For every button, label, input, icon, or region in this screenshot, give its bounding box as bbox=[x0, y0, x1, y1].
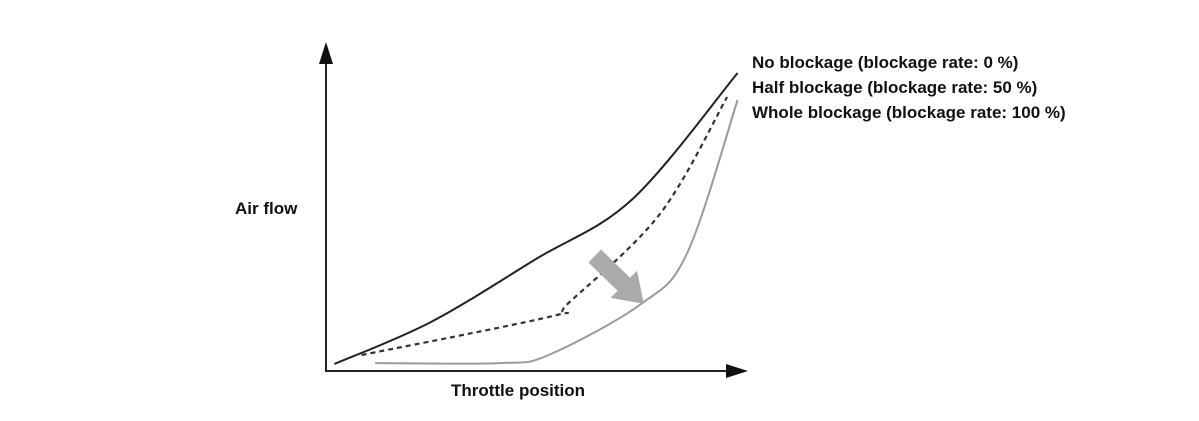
y-axis-label: Air flow bbox=[235, 199, 298, 218]
series-line-no-blockage bbox=[334, 72, 739, 365]
x-axis-arrowhead bbox=[726, 364, 748, 378]
blockage-direction-arrow bbox=[588, 249, 644, 304]
series-line-half-blockage bbox=[361, 96, 729, 357]
x-axis-label: Throttle position bbox=[451, 381, 585, 400]
legend-entry-no-blockage: No blockage (blockage rate: 0 %) bbox=[752, 53, 1018, 72]
axes bbox=[319, 42, 748, 378]
legend-entry-whole-blockage: Whole blockage (blockage rate: 100 %) bbox=[752, 103, 1066, 122]
y-axis-arrowhead bbox=[319, 42, 333, 64]
annotation-layer bbox=[588, 249, 644, 304]
series-layer bbox=[334, 72, 739, 365]
series-line-whole-blockage bbox=[375, 99, 739, 365]
legend-entry-half-blockage: Half blockage (blockage rate: 50 %) bbox=[752, 78, 1037, 97]
